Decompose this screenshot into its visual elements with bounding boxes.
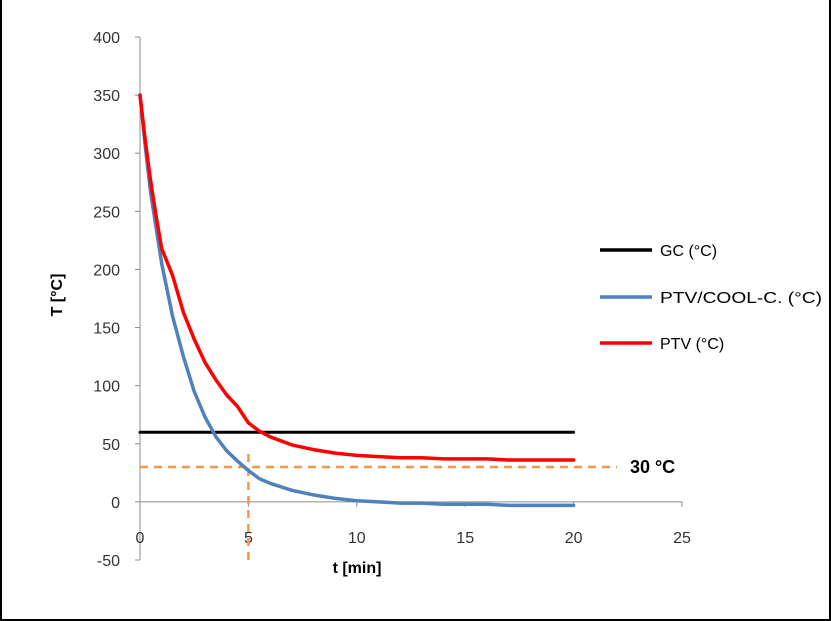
legend: GC (°C) PTV/COOL-C. (°C) PTV (°C) <box>600 243 822 353</box>
y-tick-label: 100 <box>93 379 120 396</box>
x-axis-title: t [min] <box>333 560 382 577</box>
y-tick-label: 200 <box>93 262 120 279</box>
series-line-3 <box>138 93 576 462</box>
x-tick-label: 25 <box>673 530 691 547</box>
y-tick-label: 350 <box>93 88 120 105</box>
y-tick-label: 150 <box>93 321 120 338</box>
x-tick-label: 0 <box>136 530 145 547</box>
legend-label: PTV (°C) <box>660 336 724 353</box>
x-tick-label: 20 <box>565 530 583 547</box>
reference-lines <box>140 449 617 560</box>
series-line-2 <box>138 93 576 508</box>
y-tick-label: 0 <box>111 495 120 512</box>
y-axis-ticks: -50 0 50 100 150 200 250 300 350 400 <box>93 30 140 570</box>
y-tick-label: 250 <box>93 204 120 221</box>
annotations: 30 °C <box>630 457 675 477</box>
y-tick-label: -50 <box>97 553 120 570</box>
y-tick-label: 50 <box>102 437 120 454</box>
x-tick-label: 15 <box>456 530 474 547</box>
x-axis-ticks: 0510152025 <box>136 501 691 547</box>
y-tick-label: 400 <box>93 30 120 47</box>
x-tick-label: 10 <box>348 530 366 547</box>
annotation-label: 30 °C <box>630 457 675 477</box>
y-tick-label: 300 <box>93 146 120 163</box>
legend-label: GC (°C) <box>660 243 717 260</box>
y-axis-title: T [°C] <box>49 274 66 317</box>
series-lines <box>138 93 576 508</box>
legend-label: PTV/COOL-C. (°C) <box>660 290 822 307</box>
